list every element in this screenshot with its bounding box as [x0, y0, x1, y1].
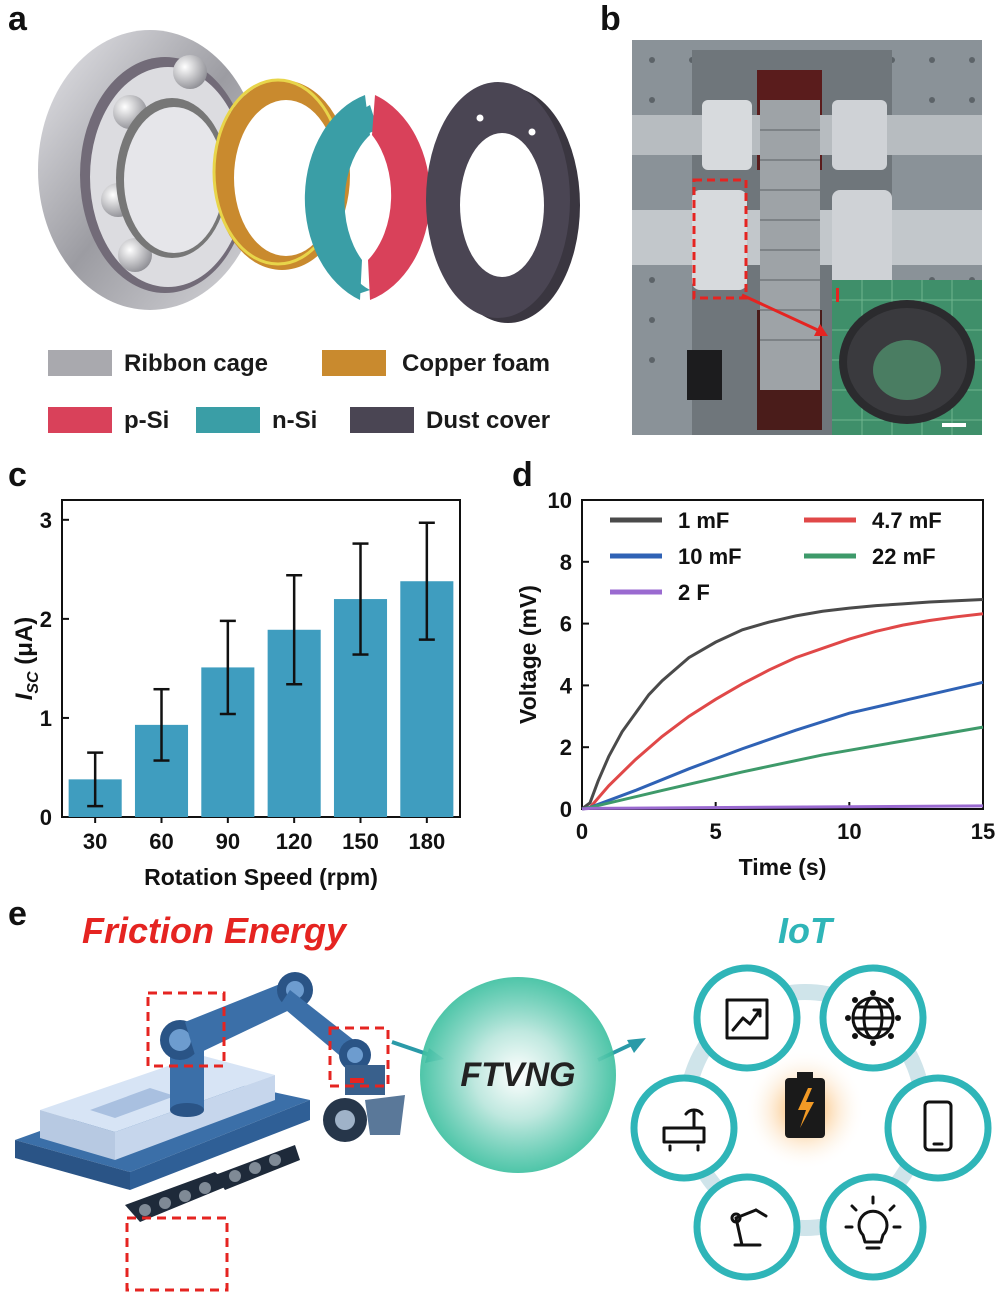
x-tick-label: 5	[710, 819, 722, 844]
y-axis-label: Voltage (mV)	[515, 585, 541, 724]
panel-label-d: d	[512, 456, 533, 494]
legend-swatch-n-si	[196, 407, 260, 433]
iot-title: IoT	[778, 910, 832, 951]
series-line	[581, 612, 984, 811]
x-tick-label: 120	[276, 829, 313, 854]
x-tick-label: 180	[408, 829, 445, 854]
bar-chart-isc: 0 1 2 3 30 60 90 120 150 180 Rotation Speed (rpm) I…	[11, 499, 461, 890]
x-axis-label: Rotation Speed (rpm)	[144, 864, 378, 890]
legend-label-copper-foam: Copper foam	[402, 350, 551, 377]
legend-label-p-si: p-Si	[124, 407, 170, 434]
x-tick-label: 15	[971, 819, 995, 844]
legend-label: 1 mF	[678, 508, 729, 533]
series-line	[581, 725, 984, 811]
phone-icon	[923, 1100, 953, 1152]
legend-swatch-dust-cover	[350, 407, 414, 433]
robot-arm-icon	[730, 1208, 768, 1247]
line-chart-voltage: 0 2 4 6 8 10 0 5 10 15 1 mF 4.7 mF 10 mF 22 mF 2 F Time…	[515, 488, 995, 880]
globe-dots	[845, 990, 901, 1046]
globe-icon	[851, 996, 895, 1040]
legend-label: 2 F	[678, 580, 710, 605]
legend-label-dust-cover: Dust cover	[426, 407, 551, 434]
y-tick-label: 10	[548, 488, 572, 513]
x-tick-label: 0	[576, 819, 588, 844]
panel-e-illustration: FTVNG	[15, 964, 992, 1292]
legend-swatch-copper-foam	[322, 350, 386, 376]
series-line	[581, 804, 984, 811]
legend-label-n-si: n-Si	[272, 407, 318, 434]
legend-label: 10 mF	[678, 544, 742, 569]
x-tick-label: 90	[216, 829, 240, 854]
y-tick-label: 0	[40, 805, 52, 830]
y-tick-label: 6	[560, 612, 572, 637]
series-line	[581, 680, 984, 811]
robot-vehicle	[15, 972, 405, 1222]
panel-label-a: a	[8, 0, 27, 38]
legend-label: 4.7 mF	[872, 508, 942, 533]
friction-energy-title: Friction Energy	[82, 910, 347, 951]
highlight-boxes	[125, 991, 390, 1292]
legend-swatch-p-si	[48, 407, 112, 433]
legend-label-ribbon-cage: Ribbon cage	[124, 350, 269, 377]
panel-label-b: b	[600, 0, 621, 38]
y-axis-label: ISC (μA)	[11, 617, 42, 701]
plot-frame	[581, 499, 984, 810]
y-tick-label: 2	[40, 607, 52, 632]
panel-label-c: c	[8, 456, 27, 494]
y-tick-label: 2	[560, 735, 572, 760]
legend-label: 22 mF	[872, 544, 936, 569]
y-tick-label: 8	[560, 550, 572, 575]
ftvng-label: FTVNG	[460, 1056, 575, 1094]
chart-icon	[725, 998, 769, 1040]
bearing-exploded-illustration	[38, 30, 580, 323]
y-tick-label: 3	[40, 508, 52, 533]
series-line	[581, 597, 984, 811]
gearbox-photo	[632, 40, 982, 435]
bulb-icon	[844, 1195, 902, 1250]
x-tick-label: 10	[837, 819, 861, 844]
panel-label-e: e	[8, 895, 27, 933]
y-tick-label: 1	[40, 706, 52, 731]
plot-frame	[61, 499, 461, 818]
x-tick-label: 30	[83, 829, 107, 854]
y-tick-label: 0	[560, 797, 572, 822]
legend-swatch-ribbon-cage	[48, 350, 112, 376]
x-tick-label: 60	[149, 829, 173, 854]
router-icon	[662, 1108, 706, 1152]
x-axis-label: Time (s)	[739, 854, 827, 880]
y-tick-label: 4	[560, 673, 573, 698]
x-tick-label: 150	[342, 829, 379, 854]
